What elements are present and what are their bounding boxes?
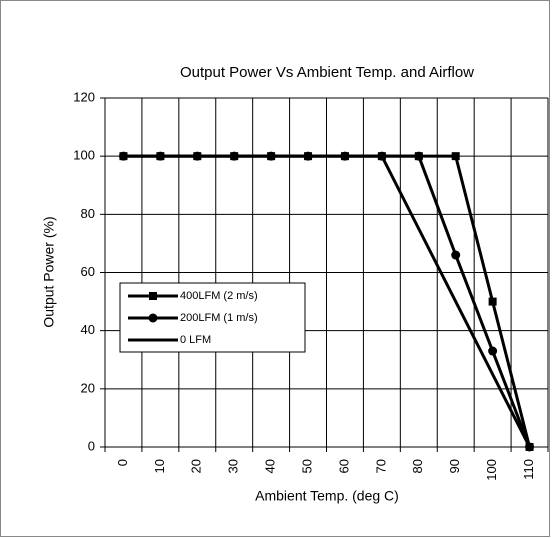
marker — [451, 152, 460, 161]
marker — [340, 151, 350, 161]
x-tick-label: 20 — [189, 459, 204, 473]
x-tick-label: 50 — [299, 459, 314, 473]
legend: 400LFM (2 m/s) 200LFM (1 m/s) 0 LFM — [119, 282, 306, 353]
x-tick-label: 70 — [373, 459, 388, 473]
marker — [266, 151, 276, 161]
legend-label: 200LFM (1 m/s) — [180, 312, 258, 324]
y-tick-label: 60 — [81, 264, 95, 279]
marker — [414, 151, 424, 161]
y-tick-label: 120 — [73, 89, 95, 104]
y-tick-label: 0 — [88, 438, 95, 453]
series-line — [123, 154, 531, 448]
x-tick-label: 110 — [521, 459, 536, 480]
chart-title: Output Power Vs Ambient Temp. and Airflo… — [180, 64, 474, 81]
y-tick-label: 80 — [81, 206, 95, 221]
x-axis-title: Ambient Temp. (deg C) — [255, 488, 399, 504]
x-tick-label: 90 — [447, 459, 462, 473]
x-tick-label: 80 — [410, 459, 425, 473]
x-tick-label: 40 — [263, 459, 278, 473]
marker — [488, 346, 498, 356]
y-tick-label: 100 — [73, 148, 95, 163]
marker — [451, 250, 461, 260]
x-tick-label: 10 — [152, 459, 167, 473]
marker — [155, 151, 165, 161]
y-tick-label: 20 — [81, 380, 95, 395]
x-tick-label: 30 — [226, 459, 241, 473]
marker — [149, 292, 157, 300]
marker — [118, 151, 128, 161]
marker — [525, 442, 535, 452]
x-tick-label: 100 — [484, 459, 499, 481]
y-axis-title: Output Power (%) — [41, 216, 57, 327]
legend-label: 400LFM (2 m/s) — [180, 290, 258, 302]
x-tick-label: 60 — [336, 459, 351, 473]
marker — [377, 151, 387, 161]
marker — [488, 297, 497, 306]
marker — [303, 151, 313, 161]
marker — [192, 151, 202, 161]
x-tick-label: 0 — [115, 459, 130, 466]
marker — [148, 313, 158, 323]
legend-label: 0 LFM — [180, 334, 211, 346]
y-tick-label: 40 — [81, 322, 95, 337]
marker — [229, 151, 239, 161]
